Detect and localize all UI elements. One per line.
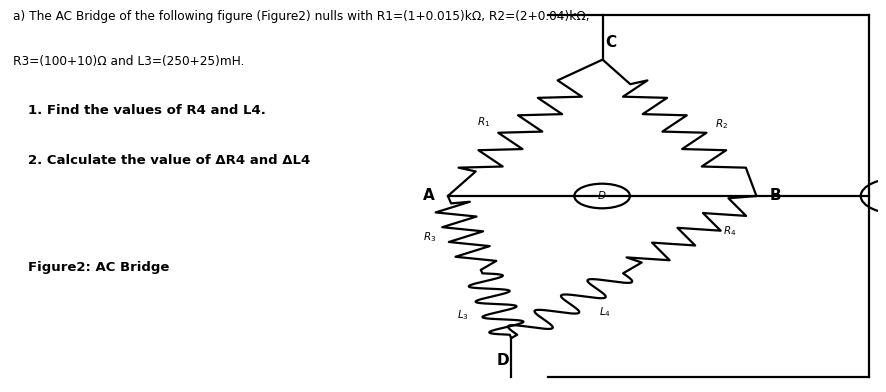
Text: 1. Find the values of R4 and L4.: 1. Find the values of R4 and L4. <box>28 104 266 117</box>
Text: C: C <box>605 35 616 50</box>
Text: $R_4$: $R_4$ <box>722 224 735 238</box>
Text: R3=(100+10)Ω and L3=(250+25)mH.: R3=(100+10)Ω and L3=(250+25)mH. <box>13 54 245 68</box>
Text: D: D <box>597 191 605 201</box>
Text: $L_4$: $L_4$ <box>598 305 610 319</box>
Text: $R_2$: $R_2$ <box>714 117 727 131</box>
Text: $R_3$: $R_3$ <box>423 230 436 244</box>
Text: D: D <box>496 353 509 368</box>
Text: B: B <box>769 189 781 203</box>
Text: A: A <box>423 189 434 203</box>
Text: a) The AC Bridge of the following figure (Figure2) nulls with R1=(1+0.015)kΩ, R2: a) The AC Bridge of the following figure… <box>13 10 589 23</box>
Text: 2. Calculate the value of ΔR4 and ΔL4: 2. Calculate the value of ΔR4 and ΔL4 <box>28 154 310 167</box>
Text: $R_1$: $R_1$ <box>477 115 490 129</box>
Text: Figure2: AC Bridge: Figure2: AC Bridge <box>28 261 169 274</box>
Text: $L_3$: $L_3$ <box>456 309 469 323</box>
